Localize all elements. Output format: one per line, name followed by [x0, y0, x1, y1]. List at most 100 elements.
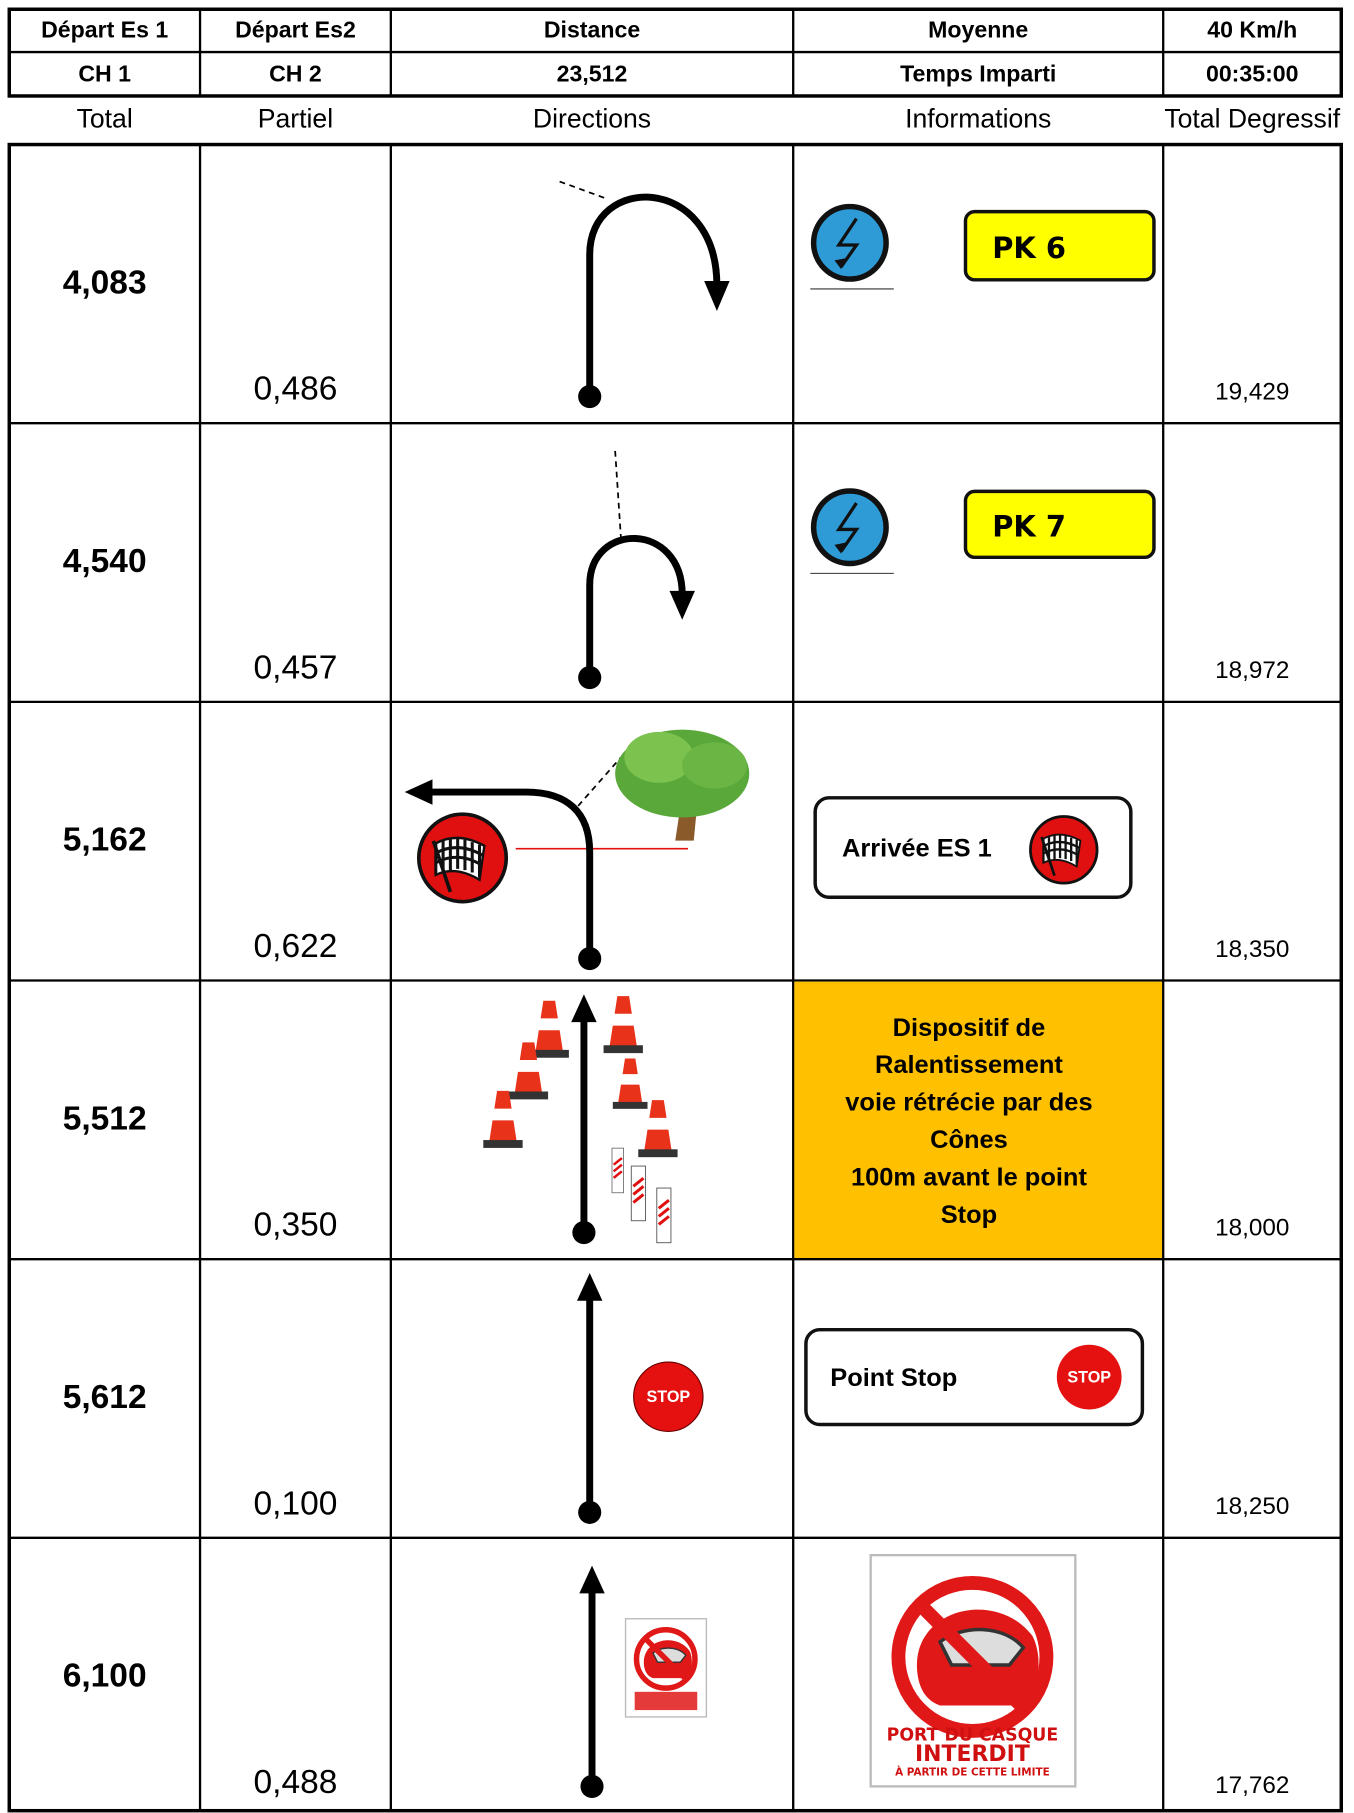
warning-line: Ralentissement: [875, 1051, 1063, 1079]
warning-sign: [810, 207, 893, 289]
remaining: 19,429: [1215, 379, 1289, 406]
partial: 0,100: [254, 1485, 338, 1522]
stop-panel: [804, 1327, 1145, 1427]
start-dot: [572, 1221, 596, 1245]
stop-panel-label: Point Stop: [830, 1364, 957, 1392]
remaining: 18,250: [1215, 1493, 1289, 1520]
cone: [529, 1000, 569, 1058]
pk-label: PK 6: [992, 231, 1066, 265]
partial: 0,488: [254, 1764, 338, 1801]
finish-flag: [416, 812, 509, 904]
row-2-graphics: PK 7: [578, 450, 1156, 690]
total: 5,512: [63, 1100, 147, 1137]
finish-flag: [1029, 815, 1099, 885]
body-grid: [7, 142, 1343, 1813]
helmet-line: PORT DU CASQUE: [887, 1726, 1059, 1746]
arrow-head: [669, 590, 695, 620]
column-label: Total: [77, 103, 133, 133]
header-cell: Temps Imparti: [900, 60, 1056, 86]
stop-label: STOP: [646, 1388, 690, 1406]
cone: [603, 996, 643, 1054]
reference-line: [614, 450, 622, 538]
arrow-head: [571, 994, 597, 1023]
stop-label: STOP: [1067, 1369, 1111, 1387]
header-cell: Départ Es 1: [41, 16, 168, 42]
total: 6,100: [63, 1658, 147, 1695]
warning-line: Cônes: [930, 1126, 1008, 1154]
row-1-graphics: PK 6: [559, 180, 1156, 409]
column-label: Informations: [905, 103, 1051, 133]
helmet-sign: [869, 1554, 1077, 1788]
route-arrow: [586, 535, 686, 682]
header-cell: 23,512: [557, 60, 628, 86]
start-dot: [578, 1500, 602, 1524]
header-cell: CH 1: [78, 60, 131, 86]
header-grid: [7, 7, 1343, 98]
header-cell: Distance: [544, 16, 640, 42]
header-cell: CH 2: [269, 60, 322, 86]
remaining: 18,972: [1215, 657, 1289, 684]
remaining: 17,762: [1215, 1772, 1289, 1799]
helmet-line: INTERDIT: [915, 1742, 1030, 1767]
arrow-head: [576, 1273, 603, 1301]
pk-sign: [963, 489, 1156, 560]
helmet-line: À PARTIR DE CETTE LIMITE: [895, 1766, 1050, 1779]
reference-line: [577, 756, 622, 807]
warning-sign: [810, 491, 893, 573]
pk-sign: [963, 209, 1156, 282]
total: 5,612: [63, 1379, 147, 1416]
header-cell: Moyenne: [928, 16, 1028, 42]
bollard: [629, 1164, 648, 1223]
warning-line: 100m avant le point: [851, 1164, 1087, 1192]
total: 4,540: [63, 543, 147, 580]
pk-label: PK 7: [992, 509, 1066, 543]
route-arrow: [586, 193, 721, 401]
column-label: Directions: [533, 103, 651, 133]
arrow-head: [579, 1565, 605, 1594]
column-label: Total Degressif: [1164, 103, 1340, 133]
reference-line: [559, 180, 608, 200]
warning-line: Stop: [941, 1201, 997, 1229]
remaining: 18,000: [1215, 1215, 1289, 1242]
start-dot: [578, 666, 602, 690]
total: 4,083: [63, 264, 147, 301]
header-cell: Départ Es2: [235, 16, 356, 42]
row-5-graphics: STOP Point Stop STOP: [576, 1273, 1145, 1524]
header-cell: 00:35:00: [1206, 60, 1299, 86]
route-arrow: [426, 788, 594, 962]
bollard: [655, 1186, 673, 1245]
start-dot: [578, 385, 602, 409]
partial: 0,457: [254, 649, 338, 686]
warning-line: voie rétrécie par des: [845, 1089, 1092, 1117]
cone: [612, 1058, 648, 1109]
arrow-head: [404, 779, 433, 805]
tree: [615, 729, 750, 841]
warning-box: [794, 981, 1163, 1258]
arrow-head: [704, 280, 730, 312]
stop-sign: [1056, 1344, 1122, 1410]
start-dot: [578, 946, 602, 971]
cone: [483, 1090, 523, 1148]
row-3-graphics: Arrivée ES 1: [404, 729, 1133, 971]
total: 5,162: [63, 822, 147, 859]
partial: 0,622: [254, 928, 338, 965]
bollard: [610, 1146, 626, 1195]
partial: 0,350: [254, 1207, 338, 1244]
warning-line: Dispositif de: [893, 1014, 1046, 1042]
row-4-graphics: Dispositif de Ralentissement voie rétrécie…: [483, 981, 1163, 1258]
start-dot: [580, 1774, 604, 1798]
partial: 0,486: [254, 371, 338, 408]
table-text: Départ Es 1 Départ Es2 Distance Moyenne 40 K…: [41, 16, 1341, 1801]
warning-text: Dispositif de Ralentissement voie rétrécie…: [845, 1014, 1092, 1229]
remaining: 18,350: [1215, 936, 1289, 963]
header-cell: 40 Km/h: [1207, 16, 1297, 42]
finish-label: Arrivée ES 1: [842, 835, 992, 863]
helmet-sign-small: [624, 1618, 708, 1718]
stop-sign: [633, 1361, 704, 1433]
column-label: Partiel: [258, 103, 333, 133]
